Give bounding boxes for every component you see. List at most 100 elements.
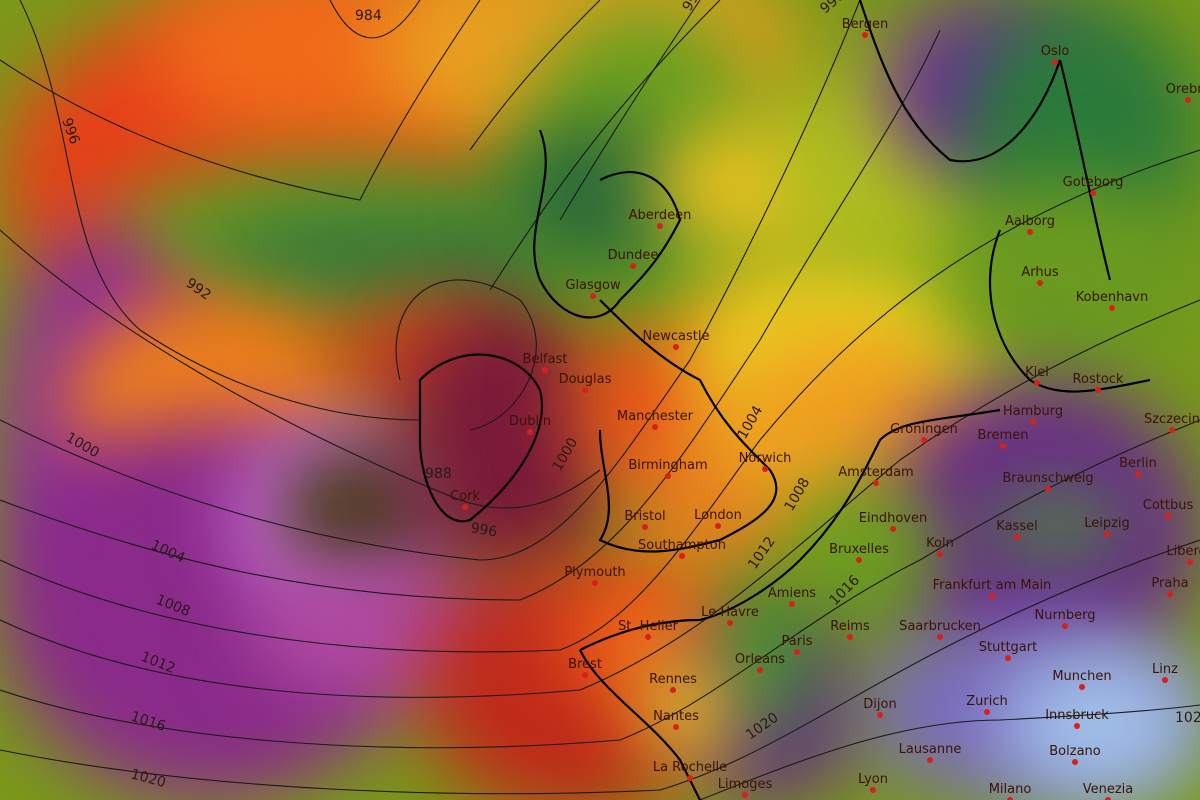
city-marker xyxy=(742,792,748,798)
isobar-line xyxy=(0,29,941,601)
isobar-label: 1024 xyxy=(1175,710,1200,726)
city-marker xyxy=(673,344,679,350)
city-label: Leipzig xyxy=(1084,516,1130,531)
city-marker xyxy=(856,557,862,563)
city-label: Bremen xyxy=(977,428,1029,443)
isobar-line xyxy=(0,229,601,509)
city-marker xyxy=(527,429,533,435)
city-label: Saarbrucken xyxy=(899,619,981,634)
city-label: Rostock xyxy=(1072,372,1124,387)
city-marker xyxy=(657,223,663,229)
isobar-line xyxy=(0,0,481,201)
isobar-line xyxy=(0,539,1200,795)
city-marker xyxy=(1095,387,1101,393)
city-marker xyxy=(937,634,943,640)
city-marker xyxy=(687,775,693,781)
isobar-line xyxy=(0,419,1200,749)
city-label: Braunschweig xyxy=(1002,471,1094,486)
city-label: Kassel xyxy=(996,519,1038,534)
city-label: Liberec xyxy=(1166,544,1200,559)
city-marker xyxy=(1005,655,1011,661)
city-label: Milano xyxy=(988,782,1032,797)
city-marker xyxy=(673,724,679,730)
isobar-label: 1016 xyxy=(827,572,864,609)
city-marker xyxy=(1000,443,1006,449)
isobar-line xyxy=(489,0,721,291)
isobar-label: 992 xyxy=(680,0,707,14)
city-marker xyxy=(862,32,868,38)
city-label: Birmingham xyxy=(628,458,708,473)
city-label: Bergen xyxy=(841,17,889,32)
wind-field-patch xyxy=(780,480,940,630)
city-marker xyxy=(847,634,853,640)
coastline xyxy=(533,129,682,319)
city-label: Linz xyxy=(1152,662,1178,677)
city-marker xyxy=(877,712,883,718)
city-label: Dundee xyxy=(607,248,659,263)
isobar-line xyxy=(19,0,421,421)
isobar-label: 984 xyxy=(355,8,382,24)
city-marker xyxy=(727,620,733,626)
city-label: Szczecin xyxy=(1143,412,1200,427)
city-label: Dublin xyxy=(509,414,551,429)
city-marker xyxy=(1079,684,1085,690)
isobar-label: 1004 xyxy=(735,403,767,442)
isobar-label: 996 xyxy=(58,116,82,147)
isobar-line xyxy=(0,0,861,561)
city-marker xyxy=(1109,305,1115,311)
city-label: Frankfurt am Main xyxy=(932,578,1052,593)
isobar-line xyxy=(395,279,537,431)
city-marker xyxy=(665,473,671,479)
isobar-label: 1000 xyxy=(63,430,102,462)
coastline xyxy=(579,649,701,800)
city-label: Limoges xyxy=(717,777,773,792)
isobar-label: 1004 xyxy=(148,537,187,567)
city-marker xyxy=(462,504,468,510)
isobar-label: 1012 xyxy=(139,649,178,677)
wind-field-patch xyxy=(1000,650,1200,800)
city-label: La Rochelle xyxy=(652,760,728,775)
coastline xyxy=(1058,59,1112,281)
city-label: Norwich xyxy=(738,451,792,466)
city-label: Berlin xyxy=(1119,456,1157,471)
city-marker xyxy=(1030,419,1036,425)
isobar-line xyxy=(469,0,601,151)
city-marker xyxy=(630,263,636,269)
wind-field-patch xyxy=(300,470,420,560)
city-marker xyxy=(582,672,588,678)
city-label: Dijon xyxy=(863,697,897,712)
isobar-label: 1020 xyxy=(743,710,781,744)
city-marker xyxy=(542,367,548,373)
city-label: Oslo xyxy=(1040,44,1070,59)
city-label: Paris xyxy=(781,634,813,649)
isobar-line xyxy=(699,704,1200,800)
isobar-label: 996 xyxy=(817,0,848,17)
city-marker xyxy=(1072,759,1078,765)
city-marker xyxy=(794,649,800,655)
wind-field-patch xyxy=(980,490,1130,560)
isobar-label: 992 xyxy=(183,275,214,303)
city-label: Cork xyxy=(450,489,480,504)
city-label: Douglas xyxy=(558,372,612,387)
wind-field-patch xyxy=(640,650,730,770)
city-label: Lyon xyxy=(858,772,888,787)
city-label: Nurnberg xyxy=(1034,608,1096,623)
coastline xyxy=(858,0,1062,163)
city-marker xyxy=(1027,229,1033,235)
isobar-line xyxy=(559,0,701,221)
city-marker xyxy=(1090,190,1096,196)
city-marker xyxy=(927,757,933,763)
city-label: Bolzano xyxy=(1049,744,1101,759)
city-marker xyxy=(1034,380,1040,386)
city-marker xyxy=(921,437,927,443)
city-marker xyxy=(679,553,685,559)
wind-field-patch xyxy=(940,180,1200,380)
city-marker xyxy=(937,551,943,557)
isobar-label: 1016 xyxy=(129,709,168,735)
city-label: Kiel xyxy=(1025,365,1049,380)
city-marker xyxy=(984,709,990,715)
city-marker xyxy=(873,480,879,486)
city-label: Newcastle xyxy=(642,329,710,344)
city-label: Stuttgart xyxy=(978,640,1038,655)
